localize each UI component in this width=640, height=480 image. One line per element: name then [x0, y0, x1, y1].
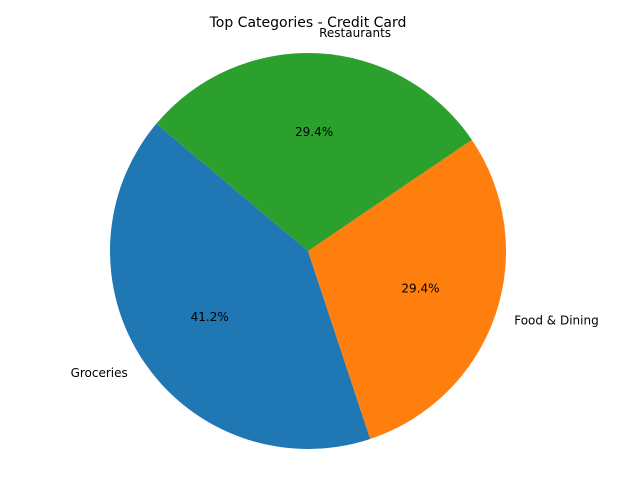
slice-percent-label: 29.4% — [401, 282, 439, 296]
pie-labels: Groceries 41.2% Food & Dining 29.4% Restaura… — [71, 26, 599, 380]
slice-category-label: Groceries — [71, 366, 128, 380]
pie-slice-groceries — [110, 123, 371, 450]
slice-percent-label: 29.4% — [295, 125, 333, 139]
pie-slice-food-dining — [308, 139, 506, 439]
slice-percent-label: 41.2% — [191, 310, 229, 324]
slice-category-label: Food & Dining — [514, 314, 599, 328]
chart-title: Top Categories - Credit Card — [209, 15, 407, 31]
pie-slices — [110, 52, 506, 450]
pie-slice-restaurants — [156, 52, 472, 251]
slice-category-label: Restaurants — [319, 26, 391, 40]
